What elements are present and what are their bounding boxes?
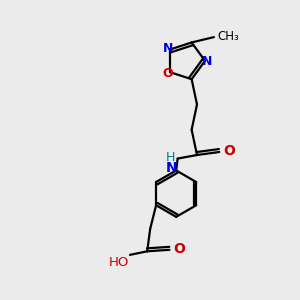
Text: N: N (163, 42, 173, 56)
Text: O: O (174, 242, 185, 256)
Text: HO: HO (109, 256, 129, 269)
Text: N: N (202, 55, 212, 68)
Text: N: N (166, 161, 178, 175)
Text: H: H (165, 151, 175, 164)
Text: O: O (224, 144, 235, 158)
Text: CH₃: CH₃ (218, 30, 239, 43)
Text: O: O (162, 67, 173, 80)
